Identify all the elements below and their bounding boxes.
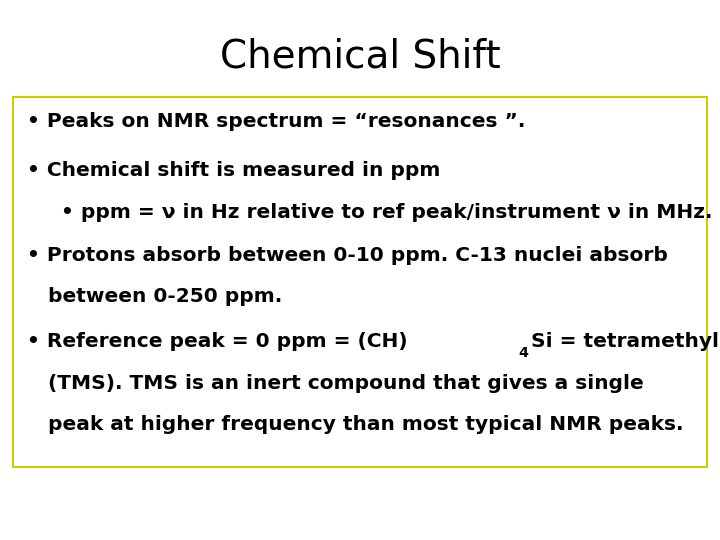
- FancyBboxPatch shape: [13, 97, 707, 467]
- Text: peak at higher frequency than most typical NMR peaks.: peak at higher frequency than most typic…: [27, 415, 684, 435]
- Text: • Reference peak = 0 ppm = (CH): • Reference peak = 0 ppm = (CH): [27, 332, 408, 351]
- Text: • ppm = ν in Hz relative to ref peak/instrument ν in MHz.: • ppm = ν in Hz relative to ref peak/ins…: [61, 202, 713, 222]
- Text: Si = tetramethylsilane: Si = tetramethylsilane: [531, 332, 720, 351]
- Text: Chemical Shift: Chemical Shift: [220, 38, 500, 76]
- Text: • Protons absorb between 0-10 ppm. C-13 nuclei absorb: • Protons absorb between 0-10 ppm. C-13 …: [27, 246, 668, 265]
- Text: between 0-250 ppm.: between 0-250 ppm.: [27, 287, 283, 307]
- Text: (TMS). TMS is an inert compound that gives a single: (TMS). TMS is an inert compound that giv…: [27, 374, 644, 393]
- Text: 4: 4: [518, 346, 528, 360]
- Text: • Chemical shift is measured in ppm: • Chemical shift is measured in ppm: [27, 160, 441, 180]
- Text: • Peaks on NMR spectrum = “resonances ”.: • Peaks on NMR spectrum = “resonances ”.: [27, 112, 526, 131]
